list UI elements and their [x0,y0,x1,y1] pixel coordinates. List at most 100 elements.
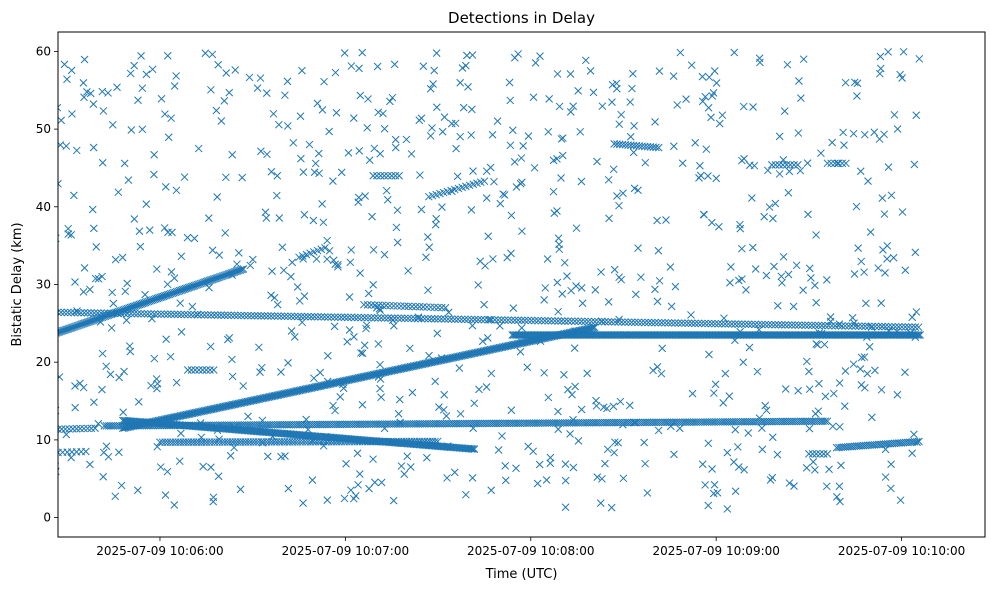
detection-point [503,342,511,351]
detection-point [826,317,835,326]
detection-point [236,485,245,494]
detection-point [481,261,489,270]
detection-point [842,159,850,168]
detection-point [386,367,394,376]
detection-point [469,167,477,176]
detection-point [913,438,921,447]
detection-point [777,272,786,281]
detection-point [334,262,342,271]
x-tick-label: 2025-07-09 10:07:00 [282,544,409,558]
detection-point [629,148,638,157]
detection-point [340,49,349,57]
detection-point [364,95,372,103]
detection-point [604,175,613,184]
detection-point [611,318,619,326]
detection-point [719,399,728,407]
detection-point [653,216,661,225]
detection-point [263,452,272,461]
detection-point [150,354,159,363]
detection-point [62,142,71,150]
detection-point [177,310,185,319]
detection-point [554,307,562,316]
detection-point [742,286,750,294]
detection-point [781,321,789,329]
detection-point [432,103,441,112]
detection-point [254,311,262,320]
detection-point [86,460,94,469]
detection-point [193,310,202,319]
detection-point [470,399,479,408]
detection-point [657,369,666,378]
detection-point [510,158,519,166]
detection-point [207,311,215,319]
detection-point [72,424,81,433]
detection-point [60,308,69,317]
detection-point [190,310,199,319]
detection-point [641,459,649,468]
detection-point [160,310,169,319]
detection-point [461,61,470,70]
detection-point [99,107,108,115]
detection-point [249,396,258,405]
detection-point [681,319,689,328]
detection-point [850,78,859,87]
detection-point [215,403,224,412]
detection-point [383,367,391,376]
detection-point [375,304,384,313]
detection-point [318,106,327,114]
detection-point [456,78,465,87]
detection-point [704,439,713,448]
detection-point [369,245,378,254]
detection-point [442,412,451,420]
detection-point [157,94,166,103]
detection-point [654,318,663,327]
detection-point [148,314,156,323]
detection-point [711,380,720,389]
detection-point [529,93,538,102]
detection-point [560,370,568,379]
detection-point [857,257,866,266]
detection-point [482,167,491,176]
detection-point [350,374,359,383]
detection-point [363,300,372,309]
detection-point [558,151,567,160]
detection-point [820,340,829,349]
detection-point [566,70,575,78]
detection-point [899,47,908,56]
detection-point [71,382,79,390]
detection-point [354,198,363,207]
detection-point [228,372,237,381]
detection-point [739,358,748,367]
detection-point [449,353,458,362]
detection-point [302,415,311,424]
detection-point [422,253,430,262]
detection-point [436,356,445,365]
detection-point [63,308,72,317]
detection-point [274,391,283,399]
detection-point [634,318,643,327]
detection-point [536,52,544,60]
detection-point [400,470,409,478]
detection-point [115,373,124,382]
detection-point [864,177,872,185]
detection-point [549,187,558,196]
detection-point [426,84,435,93]
detection-point [269,109,278,118]
detection-point [267,392,276,401]
detection-point [364,313,372,322]
detection-point [799,286,807,294]
detection-point [392,223,401,232]
detection-point [878,194,887,202]
detection-point [199,462,207,471]
detection-point [667,319,676,327]
detection-point [784,188,793,197]
detection-point [619,474,628,483]
detection-point [94,274,103,283]
detection-point [200,406,209,415]
detection-point [404,314,412,323]
detection-point [569,415,577,424]
detection-point [80,264,89,272]
detection-point [796,166,805,175]
detection-point [697,319,706,328]
